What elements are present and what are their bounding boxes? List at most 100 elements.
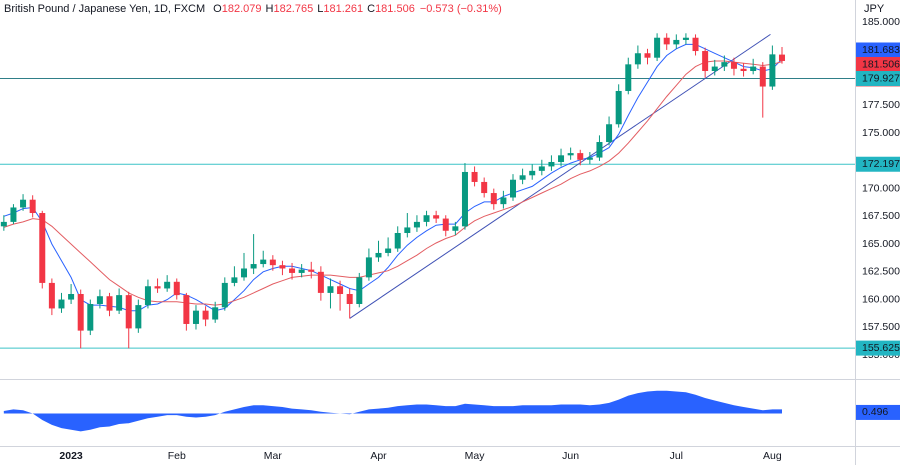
x-tick-label: Jul (670, 450, 683, 462)
x-tick-label: Mar (264, 450, 283, 462)
candle-body (183, 295, 190, 324)
level-price-label-box (856, 70, 900, 86)
moving-average (3, 43, 783, 312)
candle-body (394, 232, 401, 249)
candle-body (673, 39, 680, 45)
currency-label: JPY (864, 3, 885, 15)
candle-body (29, 199, 36, 214)
candle-body (423, 215, 430, 222)
y-tick-label: 165.000 (862, 238, 900, 250)
candle-body (337, 286, 344, 295)
candle-body (769, 54, 776, 87)
candle-body (135, 305, 142, 329)
candle-body (192, 310, 199, 324)
candle-body (596, 142, 603, 158)
candle-body (711, 66, 718, 72)
candle-body (260, 259, 267, 265)
candle-body (116, 295, 123, 311)
ohlc-key: C (367, 3, 375, 15)
candle-body (231, 277, 238, 283)
ohlc-key: O (213, 3, 222, 15)
candle-body (529, 170, 536, 176)
candle-body (442, 218, 449, 231)
ohlc-key: L (317, 3, 323, 15)
legend-title: British Pound / Japanese Yen, 1D, FXCM (4, 3, 205, 15)
candle-body (356, 277, 363, 304)
x-tick-label: Aug (763, 450, 782, 462)
candle-body (202, 310, 209, 320)
candle-body (77, 294, 84, 331)
oscillator-label: 0.496 (862, 406, 888, 418)
last-price-label: 181.506 (862, 58, 900, 70)
candle-body (48, 282, 55, 309)
candle-body (433, 215, 440, 219)
candle-body (740, 68, 747, 72)
candle-body (519, 175, 526, 180)
candle-body (39, 213, 46, 283)
candle-body (164, 281, 171, 289)
candle-body (125, 295, 132, 329)
candle-body (250, 264, 257, 269)
y-tick-label: 185.000 (862, 16, 900, 28)
candle-body (577, 153, 584, 160)
candle-body (663, 37, 670, 45)
x-tick-label: Feb (168, 450, 186, 462)
candle-body (567, 153, 574, 156)
candle-body (413, 221, 420, 228)
y-tick-label: 157.500 (862, 321, 900, 333)
candle-body (730, 62, 737, 69)
candle-body (308, 269, 315, 272)
candle-body (558, 155, 565, 162)
candle-body (538, 166, 545, 171)
level-price-label: 179.927 (862, 72, 900, 84)
candle-body (481, 181, 488, 194)
candle-body (375, 252, 382, 258)
candle-body (778, 54, 785, 61)
candle-body (212, 307, 219, 320)
candle-body (471, 171, 478, 182)
candle-body (10, 207, 17, 222)
ma-price-label-box (856, 42, 900, 58)
candle-body (615, 90, 622, 125)
y-tick-label: 170.000 (862, 182, 900, 194)
candle-body (96, 296, 103, 304)
trend-line (349, 33, 771, 319)
ohlc-value: 181.506 (375, 3, 415, 15)
candle-body (106, 296, 113, 311)
candle-body (452, 226, 459, 231)
candle-body (385, 248, 392, 253)
candle-body (500, 197, 507, 205)
candle-body (144, 286, 151, 306)
oscillator-area (3, 390, 783, 432)
change-value: −0.573 (−0.31%) (420, 3, 502, 15)
x-tick-label: May (465, 450, 486, 462)
candle-body (404, 227, 411, 233)
x-tick-label: 2023 (59, 450, 83, 462)
candle-body (87, 303, 94, 331)
candle-body (279, 265, 286, 269)
y-tick-label: 167.500 (862, 210, 900, 222)
x-tick-label: Apr (370, 450, 387, 462)
candle-body (625, 64, 632, 91)
candle-body (702, 51, 709, 72)
candle-body (586, 157, 593, 160)
x-tick-label: Jun (562, 450, 579, 462)
ohlc-key: H (266, 3, 274, 15)
candle-body (606, 124, 613, 143)
moving-average (3, 60, 783, 306)
candle-body (20, 199, 27, 208)
candle-body (510, 179, 516, 198)
candle-body (154, 286, 161, 289)
plot (0, 33, 855, 432)
last-price-label-box (856, 56, 900, 72)
level-price-label: 155.625 (862, 342, 900, 354)
legend-header: British Pound / Japanese Yen, 1D, FXCM O 1… (4, 3, 502, 15)
candle-body (298, 269, 305, 273)
candle-body (721, 62, 728, 67)
candle-body (634, 53, 641, 65)
candle-body (269, 259, 276, 266)
level-price-label-box (856, 156, 900, 172)
y-tick-label: 177.500 (862, 99, 900, 111)
